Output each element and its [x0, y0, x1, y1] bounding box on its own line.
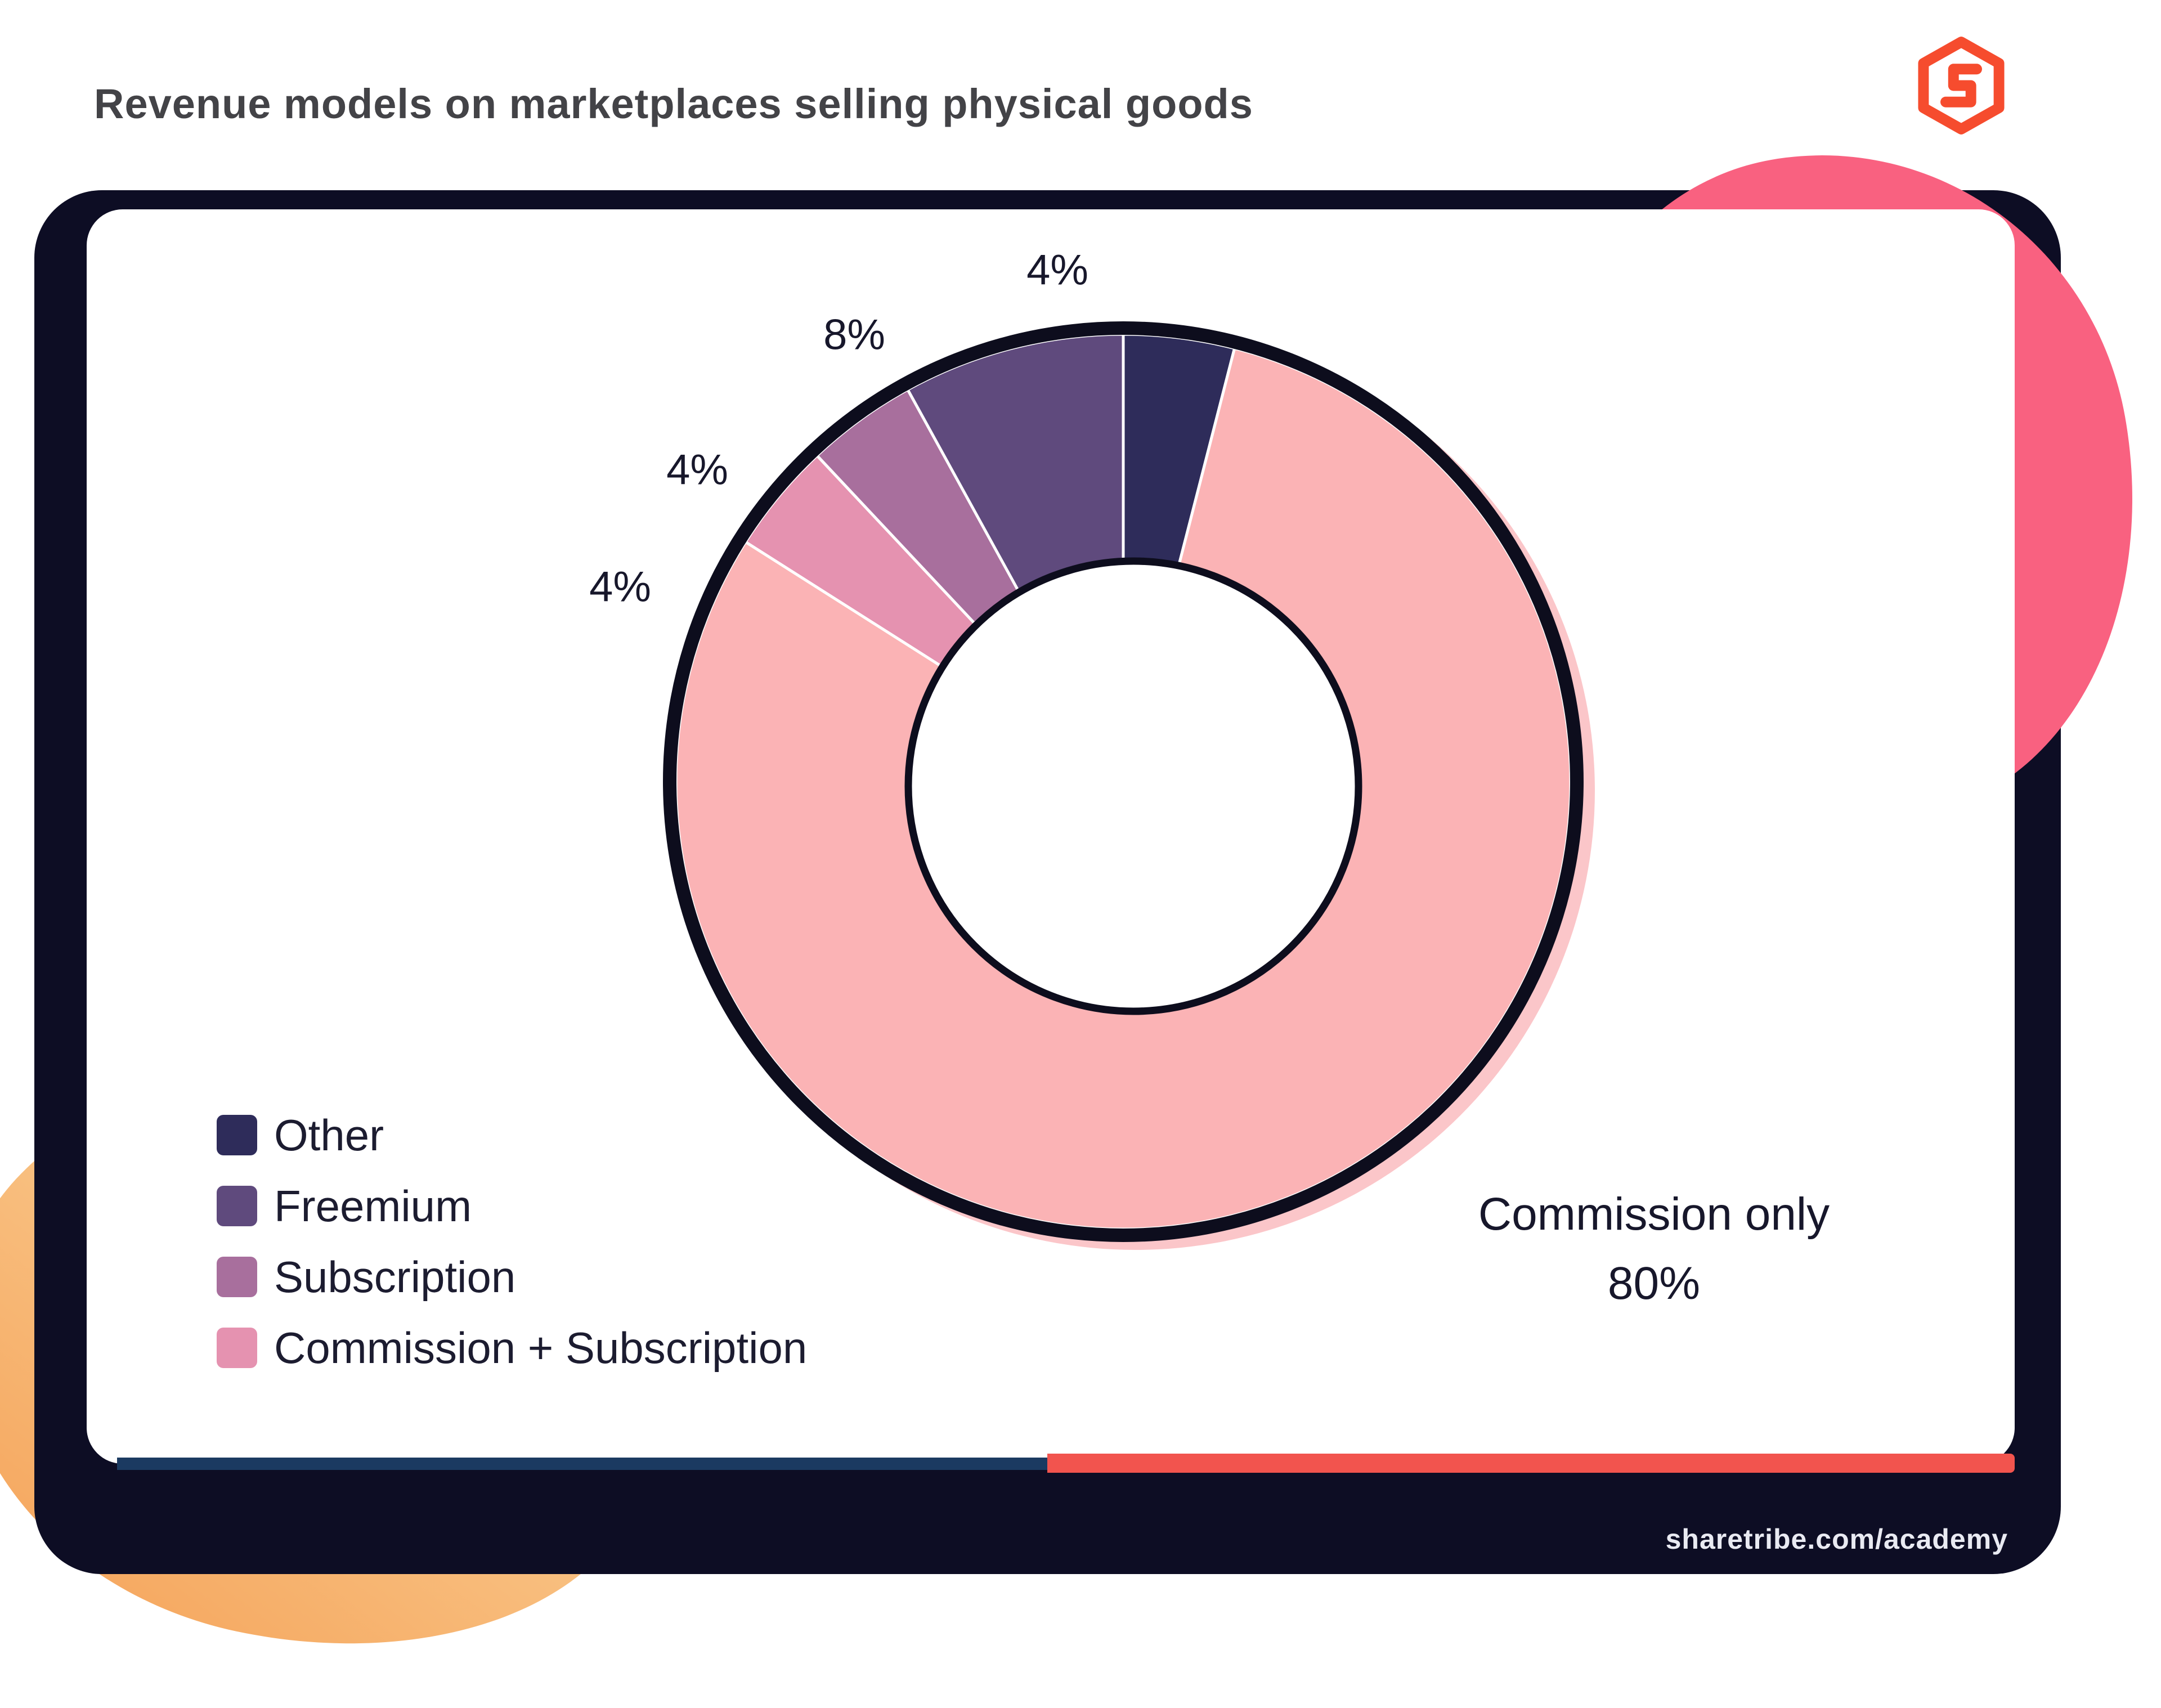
legend-label-freemium: Freemium [274, 1181, 472, 1231]
callout-freemium-pct: 8% [823, 311, 885, 359]
legend-label-commission-subscription: Commission + Subscription [274, 1323, 808, 1373]
donut-hole [904, 557, 1362, 1015]
infographic: Revenue models on marketplaces selling p… [0, 36, 2161, 1708]
callout-commission-subscription-pct: 4% [589, 563, 651, 611]
legend: Other Freemium Subscription Commission + Su… [217, 1110, 807, 1393]
legend-swatch-subscription [217, 1257, 257, 1297]
legend-item-freemium: Freemium [217, 1181, 807, 1231]
donut-chart [663, 321, 1595, 1250]
legend-item-commission-subscription: Commission + Subscription [217, 1323, 807, 1373]
footer-url: sharetribe.com/academy [1665, 1523, 2008, 1555]
bottom-strip-blue [117, 1458, 1047, 1470]
sharetribe-logo-icon [1913, 36, 2010, 135]
logo-hexagon-icon [1918, 37, 2005, 135]
legend-swatch-other [217, 1115, 257, 1155]
legend-label-other: Other [274, 1110, 384, 1160]
legend-swatch-commission-subscription [217, 1328, 257, 1368]
callout-commission-only-name: Commission only [1478, 1189, 1830, 1240]
bottom-strip-coral [1047, 1454, 2015, 1473]
page-title: Revenue models on marketplaces selling p… [94, 80, 1253, 127]
callout-other-pct: 4% [1026, 246, 1088, 294]
legend-label-subscription: Subscription [274, 1252, 516, 1302]
callout-commission-only: Commission only 80% [1478, 1180, 1830, 1318]
callout-subscription-pct: 4% [666, 446, 728, 494]
callout-commission-only-value: 80% [1607, 1258, 1701, 1309]
legend-swatch-freemium [217, 1186, 257, 1226]
donut-outer-ring [663, 321, 1584, 1242]
legend-item-other: Other [217, 1110, 807, 1160]
legend-item-subscription: Subscription [217, 1252, 807, 1302]
